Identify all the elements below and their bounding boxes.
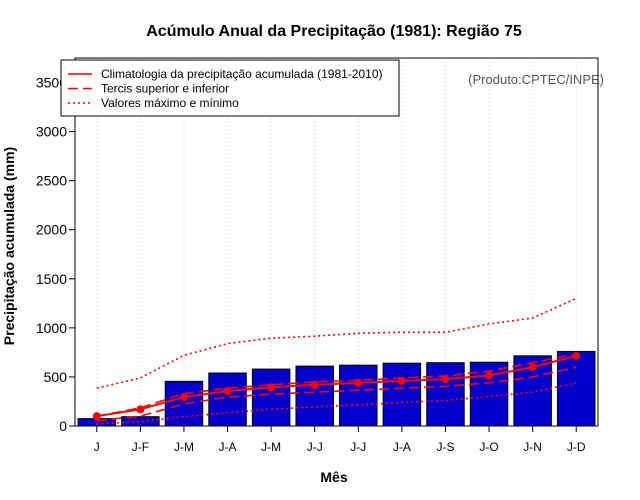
y-tick-label: 2000 — [36, 222, 67, 238]
series-point — [485, 371, 494, 380]
y-tick-label: 3000 — [36, 124, 67, 140]
x-axis-title: Mês — [320, 469, 347, 485]
bar — [295, 365, 334, 427]
series-point — [441, 375, 450, 384]
bars-group — [77, 350, 596, 427]
series-line — [96, 366, 577, 422]
x-tick-label: J-D — [567, 440, 586, 454]
y-axis: 0 500 1000 1500 2000 2500 3000 3500 — [36, 75, 75, 434]
series-lines — [92, 297, 581, 425]
x-tick-label: J-A — [393, 440, 411, 454]
legend-label: Climatologia da precipitação acumulada (… — [101, 67, 383, 81]
legend-label: Tercis superior e inferior — [101, 82, 229, 96]
series-point — [267, 383, 276, 392]
x-tick-label: J-M — [261, 440, 281, 454]
series-point — [397, 376, 406, 385]
series-point — [179, 393, 188, 402]
y-tick-label: 500 — [44, 369, 68, 385]
legend-label: Valores máximo e mínimo — [101, 96, 239, 110]
bar — [426, 362, 465, 427]
x-tick-label: J-M — [174, 440, 194, 454]
x-tick-label: J — [94, 440, 100, 454]
series-point — [310, 380, 319, 389]
bar — [339, 364, 378, 427]
x-tick-label: J-F — [132, 440, 149, 454]
series-line — [96, 297, 577, 389]
y-tick-label: 3500 — [36, 75, 67, 91]
x-tick-label: J-J — [350, 440, 366, 454]
legend-box — [60, 59, 400, 117]
legend: Climatologia da precipitação acumulada (… — [60, 59, 400, 117]
y-tick-label: 2500 — [36, 173, 67, 189]
bar — [251, 368, 291, 427]
x-axis: J J-F J-M J-A J-M J-J J-J J-A J-S J-O J-N J-D — [94, 426, 586, 454]
y-tick-label: 1000 — [36, 320, 67, 336]
x-tick-label: J-A — [219, 440, 237, 454]
bar — [164, 380, 204, 427]
y-tick-label: 1500 — [36, 271, 67, 287]
x-tick-label: J-J — [307, 440, 323, 454]
bar — [208, 372, 247, 427]
series-point — [572, 351, 581, 360]
series-line — [96, 353, 577, 417]
series-line — [96, 354, 577, 418]
bar — [382, 362, 422, 427]
series-point — [528, 363, 537, 372]
y-tick-label: 0 — [59, 418, 67, 434]
bar — [556, 350, 596, 427]
chart-title: Acúmulo Anual da Precipitação (1981): Re… — [146, 23, 522, 40]
series-line — [96, 382, 577, 425]
x-tick-label: J-S — [436, 440, 454, 454]
grid-lines — [96, 58, 577, 426]
x-tick-label: J-O — [479, 440, 498, 454]
credit-text: (Produto:CPTEC/INPE) — [468, 72, 604, 87]
y-axis-title: Precipitação acumulada (mm) — [1, 147, 17, 345]
plot-frame — [74, 57, 599, 427]
x-tick-label: J-N — [523, 440, 542, 454]
series-point — [223, 387, 232, 396]
